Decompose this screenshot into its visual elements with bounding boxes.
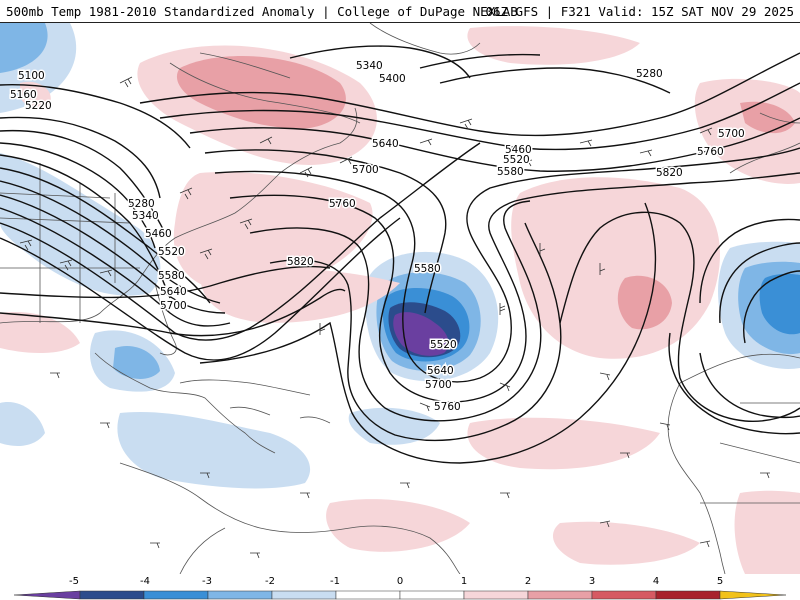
run-valid-time: 06Z GFS | F321 Valid: 15Z SAT NOV 29 202… bbox=[485, 4, 794, 19]
anomaly-colorbar: -5 -4 -3 -2 -1 0 1 2 3 4 5 bbox=[0, 574, 800, 600]
contour-label: 5820 bbox=[287, 256, 314, 268]
title-bar: 500mb Temp 1981-2010 Standardized Anomal… bbox=[0, 0, 800, 23]
colorbar-tick-label: -1 bbox=[330, 576, 340, 587]
contour-labels: 5100 5160 5220 5280 5340 5460 5520 5580 … bbox=[9, 59, 747, 415]
colorbar-tick-label: -4 bbox=[140, 576, 150, 587]
colorbar-tick-label: 4 bbox=[653, 576, 659, 587]
colorbar-bins bbox=[13, 590, 787, 600]
contour-label: 5700 bbox=[352, 164, 379, 176]
contour-label: 5100 bbox=[18, 70, 45, 82]
colorbar-tick-label: 5 bbox=[717, 576, 723, 587]
contour-label: 5520 bbox=[503, 154, 530, 166]
contour-label: 5160 bbox=[10, 89, 37, 101]
contour-label: 5700 bbox=[160, 300, 187, 312]
contour-label: 5400 bbox=[379, 73, 406, 85]
contour-label: 5340 bbox=[132, 210, 159, 222]
colorbar-ticks: -5 -4 -3 -2 -1 0 1 2 3 4 5 bbox=[69, 576, 723, 587]
contour-label: 5580 bbox=[414, 263, 441, 275]
colorbar-tick-label: 3 bbox=[589, 576, 595, 587]
contour-label: 5520 bbox=[430, 339, 457, 351]
contour-label: 5760 bbox=[434, 401, 461, 413]
contour-label: 5640 bbox=[427, 365, 454, 377]
colorbar-tick-label: -3 bbox=[202, 576, 212, 587]
contour-label: 5580 bbox=[497, 166, 524, 178]
contour-label: 5460 bbox=[145, 228, 172, 240]
anomaly-map: 5100 5160 5220 5280 5340 5460 5520 5580 … bbox=[0, 23, 800, 574]
contour-label: 5640 bbox=[160, 286, 187, 298]
anomaly-shading bbox=[0, 23, 800, 574]
contour-label: 5460 bbox=[505, 144, 532, 156]
height-contours bbox=[0, 45, 800, 464]
contour-label: 5700 bbox=[425, 379, 452, 391]
colorbar-tick-label: -2 bbox=[265, 576, 275, 587]
contour-label: 5280 bbox=[128, 198, 155, 210]
contour-label: 5280 bbox=[636, 68, 663, 80]
contour-label: 5760 bbox=[697, 146, 724, 158]
contour-label: 5640 bbox=[372, 138, 399, 150]
colorbar-tick-label: 2 bbox=[525, 576, 531, 587]
contour-label: 5340 bbox=[356, 60, 383, 72]
colorbar-tick-label: -5 bbox=[69, 576, 79, 587]
contour-label: 5520 bbox=[158, 246, 185, 258]
wind-barbs bbox=[19, 76, 770, 559]
map-title: 500mb Temp 1981-2010 Standardized Anomal… bbox=[6, 4, 518, 19]
colorbar-tick-label: 0 bbox=[397, 576, 403, 587]
colorbar-tick-label: 1 bbox=[461, 576, 467, 587]
contour-label: 5220 bbox=[25, 100, 52, 112]
contour-label: 5700 bbox=[718, 128, 745, 140]
contour-label: 5820 bbox=[656, 167, 683, 179]
contour-label: 5760 bbox=[329, 198, 356, 210]
contour-label: 5580 bbox=[158, 270, 185, 282]
